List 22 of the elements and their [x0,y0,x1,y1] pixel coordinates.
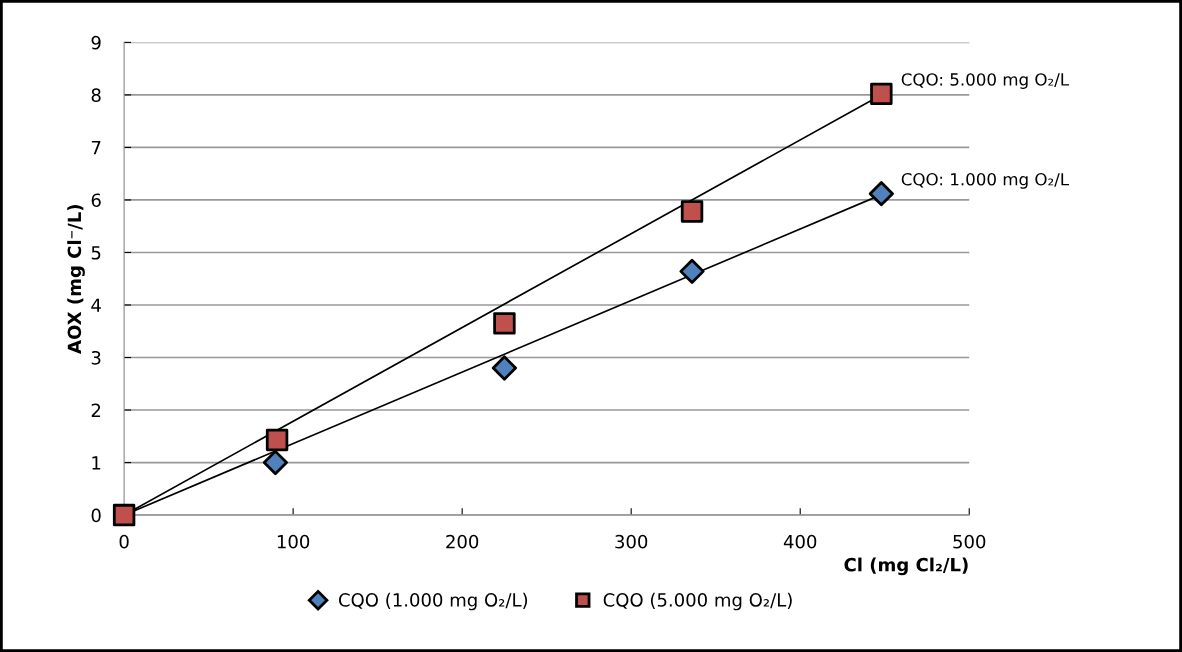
y-tick-label: 2 [91,403,101,417]
y-tick-label: 3 [91,350,101,365]
x-tick-label: 500 [953,534,986,549]
x-tick-label: 0 [119,534,129,549]
annotation: CQO: 1.000 mg O₂/L [901,172,1070,189]
x-tick-label: 100 [277,534,310,549]
y-tick-label: 9 [91,35,101,50]
x-tick-label: 400 [783,534,817,549]
annotation: CQO: 5.000 mg O₂/L [901,73,1070,89]
x-axis-title: Cl (mg Cl₂/L) [844,557,968,576]
y-tick-label: 7 [91,141,101,155]
y-tick-label: 4 [91,298,101,312]
x-tick-label: 300 [615,534,648,549]
y-tick-label: 6 [91,193,101,208]
legend-label: CQO (5.000 mg O₂/L) [603,592,792,611]
y-axis-title: AOX (mg Cl⁻/L) [67,205,85,354]
y-tick-label: 5 [91,246,101,260]
x-tick-label: 200 [446,534,479,549]
y-tick-label: 0 [91,508,101,523]
legend-label: CQO (1.000 mg O₂/L) [338,592,528,611]
y-tick-label: 8 [91,88,101,103]
y-tick-label: 1 [92,456,101,470]
